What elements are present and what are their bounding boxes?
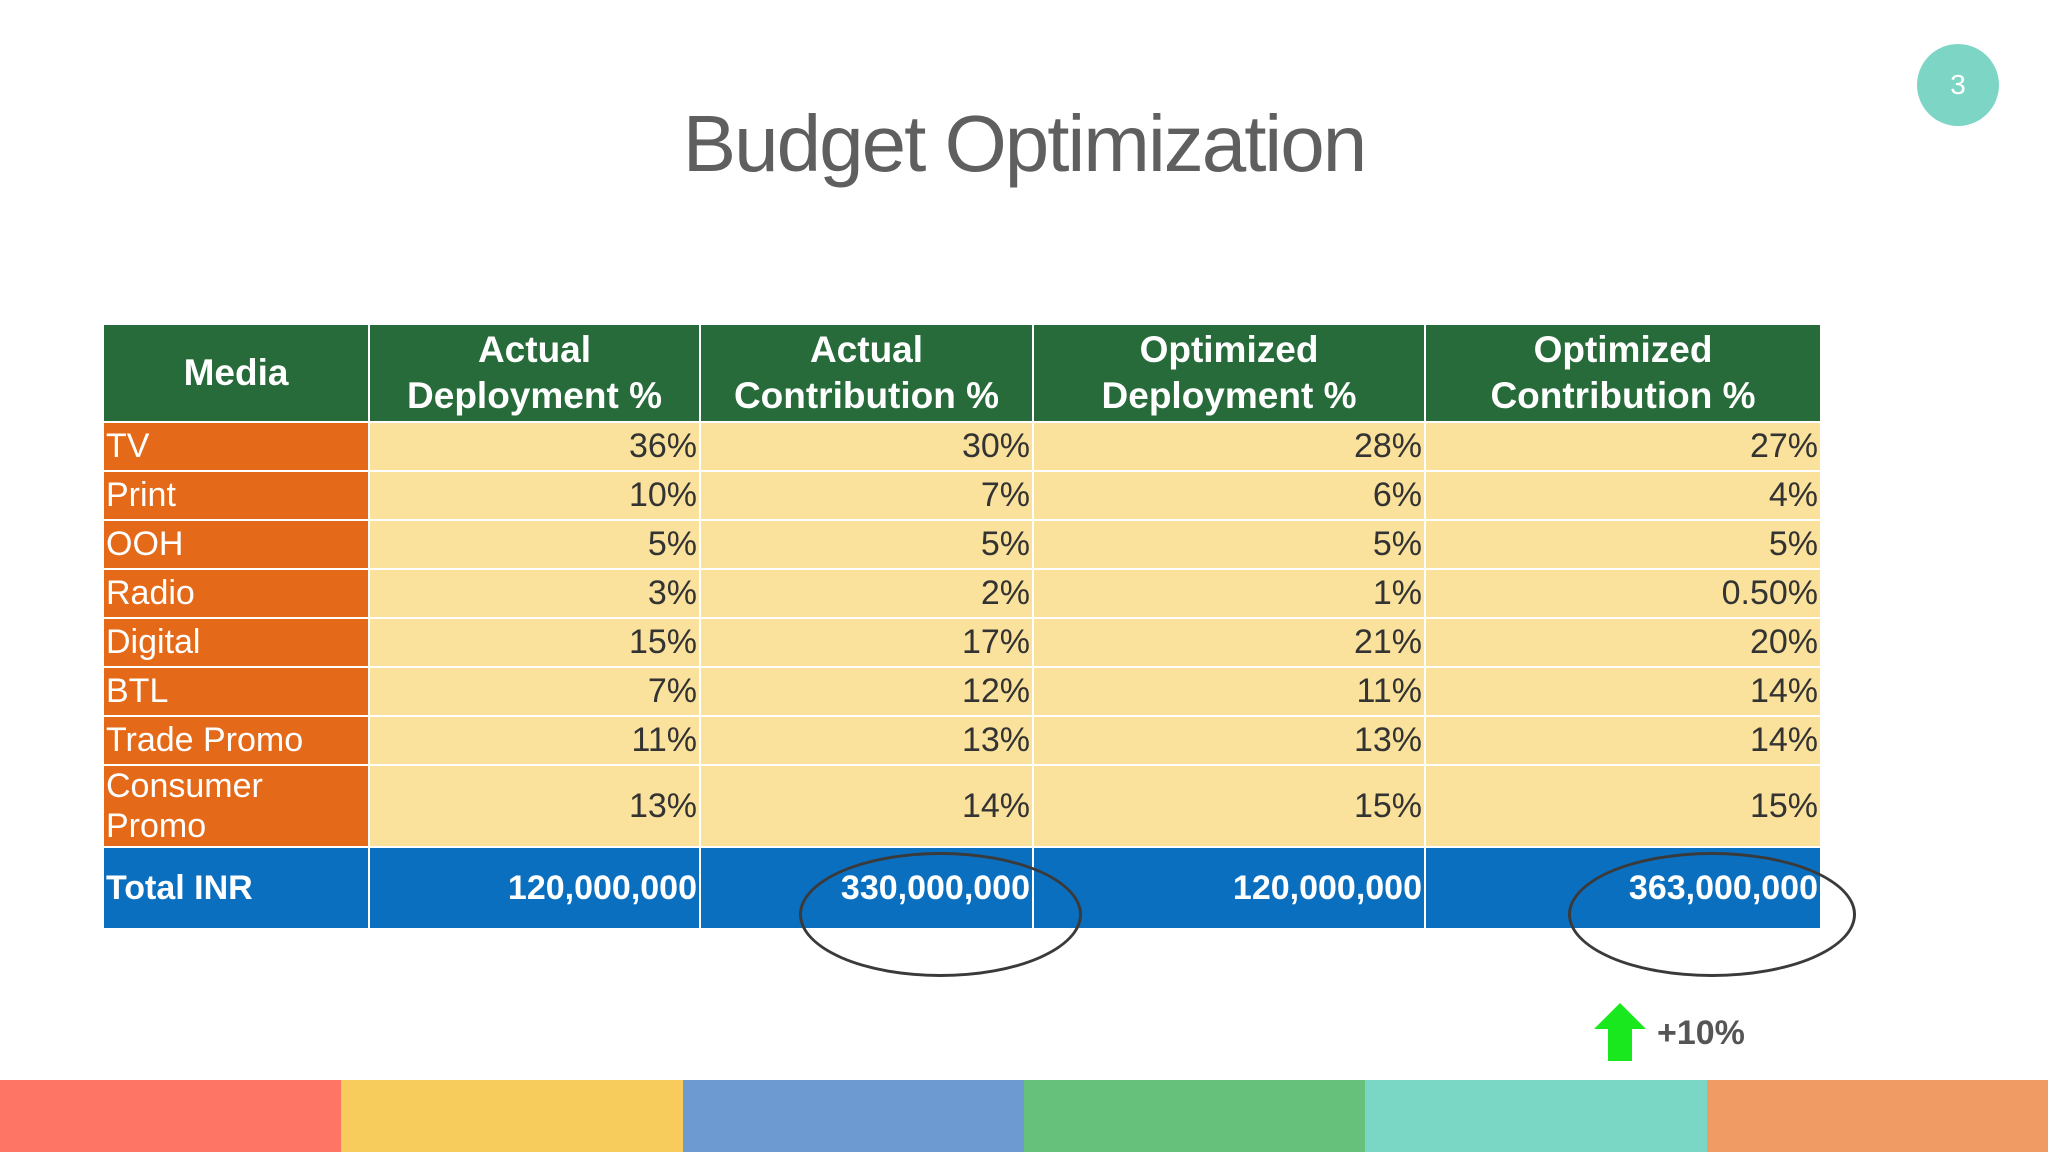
- value-cell: 5%: [1032, 519, 1426, 570]
- footer-stripe: [1706, 1080, 2048, 1152]
- change-label: +10%: [1657, 1014, 1745, 1052]
- value-cell: 0.50%: [1424, 568, 1822, 619]
- header-actual-deployment: Actual Deployment %: [368, 323, 701, 423]
- media-cell: Print: [102, 470, 370, 521]
- media-cell: Radio: [102, 568, 370, 619]
- budget-table-container: Media Actual Deployment % Actual Contrib…: [102, 323, 1822, 930]
- slide-title: Budget Optimization: [682, 99, 1367, 188]
- value-cell: 11%: [1032, 666, 1426, 717]
- media-cell: BTL: [102, 666, 370, 717]
- header-line: Actual: [477, 329, 592, 370]
- value-cell: 7%: [368, 666, 701, 717]
- value-cell: 11%: [368, 715, 701, 766]
- footer-color-stripes: [0, 1080, 2048, 1152]
- page-number-badge: 3: [1917, 44, 1999, 126]
- table-row: Print 10% 7% 6% 4%: [102, 470, 1822, 521]
- header-line: Contribution %: [1490, 375, 1756, 416]
- footer-stripe: [0, 1080, 342, 1152]
- media-cell: Consumer Promo: [102, 764, 370, 848]
- value-cell: 2%: [699, 568, 1034, 619]
- budget-table: Media Actual Deployment % Actual Contrib…: [102, 323, 1822, 930]
- total-label: Total INR: [102, 846, 370, 930]
- value-cell: 28%: [1032, 421, 1426, 472]
- table-row: TV 36% 30% 28% 27%: [102, 421, 1822, 472]
- header-media: Media: [102, 323, 370, 423]
- header-line: Actual: [809, 329, 924, 370]
- table-row: Radio 3% 2% 1% 0.50%: [102, 568, 1822, 619]
- value-cell: 10%: [368, 470, 701, 521]
- media-cell: TV: [102, 421, 370, 472]
- media-line: Consumer: [106, 767, 263, 805]
- value-cell: 15%: [1032, 764, 1426, 848]
- value-cell: 14%: [699, 764, 1034, 848]
- total-row: Total INR 120,000,000 330,000,000 120,00…: [102, 846, 1822, 930]
- footer-stripe: [1365, 1080, 1707, 1152]
- total-value: 120,000,000: [368, 846, 701, 930]
- up-arrow-icon: [1594, 1003, 1646, 1061]
- value-cell: 5%: [1424, 519, 1822, 570]
- table-row: Consumer Promo 13% 14% 15% 15%: [102, 764, 1822, 848]
- header-actual-contribution: Actual Contribution %: [699, 323, 1034, 423]
- footer-stripe: [1023, 1080, 1366, 1152]
- header-line: Contribution %: [733, 375, 1000, 416]
- value-cell: 5%: [699, 519, 1034, 570]
- total-value: 363,000,000: [1424, 846, 1822, 930]
- media-cell: Digital: [102, 617, 370, 668]
- header-line: Optimized: [1533, 329, 1713, 370]
- value-cell: 30%: [699, 421, 1034, 472]
- value-cell: 6%: [1032, 470, 1426, 521]
- value-cell: 14%: [1424, 666, 1822, 717]
- value-cell: 1%: [1032, 568, 1426, 619]
- value-cell: 27%: [1424, 421, 1822, 472]
- value-cell: 13%: [1032, 715, 1426, 766]
- value-cell: 3%: [368, 568, 701, 619]
- header-line: Optimized: [1139, 329, 1319, 370]
- value-cell: 15%: [1424, 764, 1822, 848]
- value-cell: 13%: [699, 715, 1034, 766]
- media-cell: OOH: [102, 519, 370, 570]
- value-cell: 5%: [368, 519, 701, 570]
- table-row: BTL 7% 12% 11% 14%: [102, 666, 1822, 717]
- header-row: Media Actual Deployment % Actual Contrib…: [102, 323, 1822, 423]
- page-number: 3: [1950, 69, 1966, 100]
- value-cell: 13%: [368, 764, 701, 848]
- media-cell: Trade Promo: [102, 715, 370, 766]
- header-optimized-contribution: Optimized Contribution %: [1424, 323, 1822, 423]
- value-cell: 21%: [1032, 617, 1426, 668]
- table-row: Digital 15% 17% 21% 20%: [102, 617, 1822, 668]
- value-cell: 20%: [1424, 617, 1822, 668]
- total-value: 330,000,000: [699, 846, 1034, 930]
- value-cell: 17%: [699, 617, 1034, 668]
- value-cell: 36%: [368, 421, 701, 472]
- value-cell: 12%: [699, 666, 1034, 717]
- header-optimized-deployment: Optimized Deployment %: [1032, 323, 1426, 423]
- value-cell: 15%: [368, 617, 701, 668]
- header-line: Deployment %: [407, 375, 662, 416]
- table-row: Trade Promo 11% 13% 13% 14%: [102, 715, 1822, 766]
- footer-stripe: [341, 1080, 683, 1152]
- value-cell: 7%: [699, 470, 1034, 521]
- table-row: OOH 5% 5% 5% 5%: [102, 519, 1822, 570]
- value-cell: 14%: [1424, 715, 1822, 766]
- total-value: 120,000,000: [1032, 846, 1426, 930]
- header-line: Deployment %: [1101, 375, 1357, 416]
- footer-stripe: [682, 1080, 1024, 1152]
- value-cell: 4%: [1424, 470, 1822, 521]
- media-line: Promo: [106, 807, 207, 845]
